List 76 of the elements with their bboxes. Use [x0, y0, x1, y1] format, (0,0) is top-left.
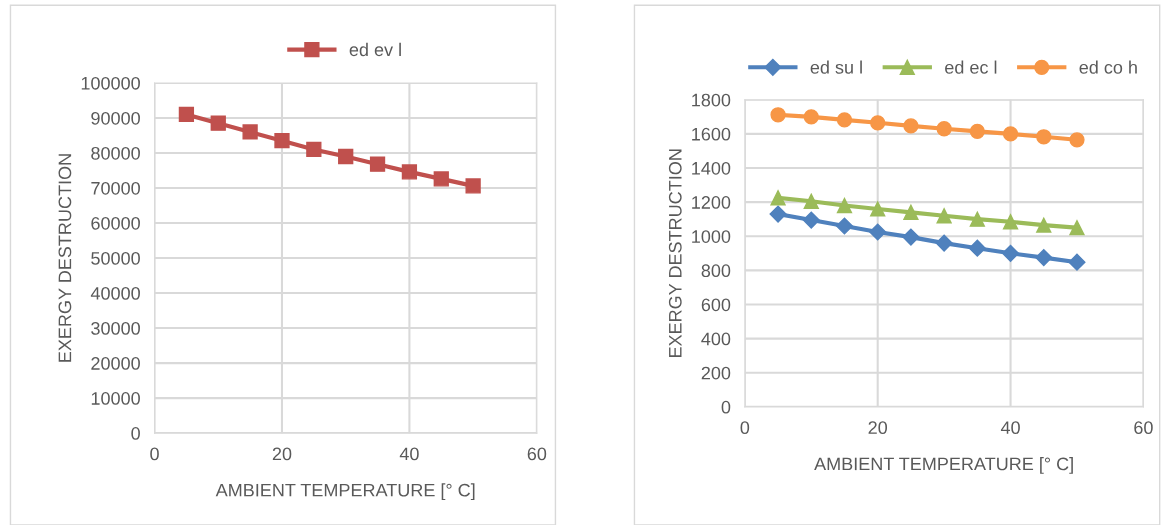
y-tick-label: 50000 [91, 251, 140, 265]
point [178, 106, 195, 123]
x-tick-label: 0 [150, 447, 159, 461]
point [1069, 132, 1085, 148]
x-tick-label: 0 [740, 421, 750, 435]
y-tick-label: 400 [701, 332, 731, 346]
y-tick-label: 100000 [81, 76, 140, 90]
legend-label: ed su l [810, 60, 862, 74]
point [465, 178, 481, 194]
y-tick-label: 1200 [692, 196, 731, 209]
x-tick-label: 20 [272, 447, 292, 461]
y-axis-title: EXERGY DESTRUCTION [668, 149, 682, 358]
y-tick-label: 1400 [692, 161, 731, 175]
point [870, 115, 886, 131]
point [1069, 220, 1085, 236]
y-tick-label: 1000 [692, 230, 731, 243]
point [338, 148, 354, 165]
y-tick-label: 1800 [692, 93, 731, 107]
point [1035, 249, 1053, 267]
point [969, 123, 985, 139]
point [836, 112, 853, 128]
y-tick-label: 10000 [91, 392, 140, 405]
point [274, 133, 290, 149]
y-tick-label: 90000 [91, 111, 140, 125]
point [802, 211, 820, 229]
point [1002, 244, 1020, 262]
point [935, 234, 953, 252]
point [835, 217, 854, 235]
point [902, 228, 920, 246]
point [968, 239, 986, 257]
point [769, 205, 787, 223]
y-tick-label: 200 [701, 366, 731, 380]
x-axis-title: AMBIENT TEMPERATURE [° C] [814, 457, 1073, 474]
point [836, 197, 853, 214]
point [869, 223, 887, 241]
point [870, 201, 886, 217]
legend-label: ed ec l [945, 60, 997, 74]
point [242, 124, 258, 140]
x-tick-label: 40 [399, 447, 419, 461]
point [433, 171, 449, 187]
point [903, 204, 919, 221]
point [1002, 126, 1019, 142]
y-tick-label: 40000 [90, 286, 140, 300]
point [210, 115, 226, 131]
y-tick-label: 800 [701, 264, 731, 278]
x-tick-label: 60 [527, 447, 547, 461]
point [770, 107, 786, 123]
point [401, 164, 418, 180]
y-tick-label: 600 [701, 298, 731, 312]
point [1002, 214, 1019, 230]
legend-label: ed ev l [349, 42, 401, 57]
point [803, 109, 819, 125]
point [1036, 217, 1052, 233]
y-tick-label: 30000 [91, 322, 140, 335]
point [1068, 253, 1086, 271]
point [936, 121, 952, 137]
y-tick-label: 20000 [91, 357, 140, 370]
point [306, 141, 322, 158]
legend-label: ed co h [1079, 60, 1137, 74]
x-axis-title: AMBIENT TEMPERATURE [° C] [215, 483, 475, 501]
point [903, 118, 919, 134]
x-tick-label: 20 [868, 421, 888, 435]
y-tick-label: 1600 [692, 127, 731, 141]
point [770, 190, 786, 206]
y-tick-label: 0 [721, 400, 731, 414]
y-tick-label: 70000 [91, 181, 140, 195]
point [1036, 129, 1052, 145]
y-tick-label: 60000 [91, 216, 140, 230]
x-tick-label: 40 [1000, 421, 1020, 435]
point [803, 193, 819, 209]
y-axis-title: EXERGY DESTRUCTION [58, 154, 72, 362]
point [369, 156, 386, 172]
point [969, 211, 985, 227]
x-tick-label: 60 [1134, 421, 1153, 435]
point [936, 208, 952, 224]
y-tick-label: 80000 [91, 146, 140, 160]
